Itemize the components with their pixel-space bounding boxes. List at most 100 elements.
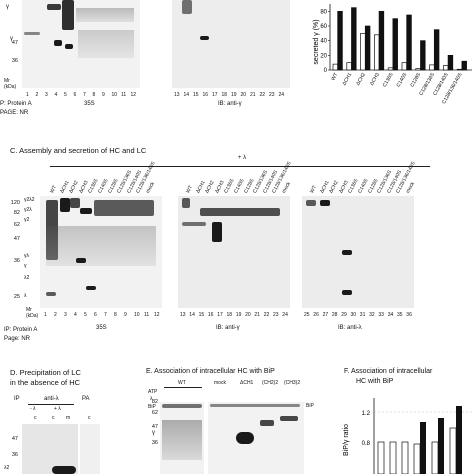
secreted-gamma-bar-chart: 0 20 40 60 80 WT ΔCH1 ΔCH2 ΔCH3 C136S C140S C128SC…	[313, 4, 472, 105]
lane-number: 32	[369, 312, 375, 318]
panel-f-bar	[420, 422, 426, 474]
bar	[415, 68, 421, 71]
lane-number: 23	[269, 92, 275, 98]
panel-c-s35-gel	[40, 196, 162, 308]
lane-number: 9	[102, 92, 105, 98]
lane-number: 33	[378, 312, 384, 318]
top-mw-36: 36	[11, 58, 18, 64]
lane-number: 7	[104, 312, 107, 318]
panel-d-pa-gel	[80, 424, 100, 474]
top-page-label: PAGE: NR	[0, 110, 29, 116]
panel-e-gel-1	[160, 402, 204, 474]
lane-number: 18	[226, 312, 233, 318]
panel-f-ytick: 1.2	[362, 411, 371, 417]
panel-f-ylabel: BiP/γ ratio	[343, 424, 350, 456]
lane-number: 34	[387, 312, 394, 318]
lane-header: mock	[145, 180, 157, 195]
lane-number: 15	[198, 312, 205, 318]
lane-number: 22	[263, 312, 270, 318]
panel-c-ib-gamma-gel	[178, 196, 290, 308]
panel-c-header-line	[50, 166, 430, 167]
lane-number: 27	[322, 312, 329, 318]
top-ib-gel	[172, 0, 290, 88]
lane-number: 6	[94, 312, 97, 318]
top-mw-47: 47	[11, 40, 18, 46]
lane-number: 25	[304, 312, 310, 318]
lane-number: 3	[64, 312, 67, 318]
mw-marker: 120	[10, 200, 20, 206]
species-label: λ	[24, 293, 27, 299]
lane-number: 26	[313, 312, 319, 318]
panel-c-mw-label: Mr (kDa)	[26, 307, 39, 319]
panel-f-bar	[438, 418, 444, 474]
panel-d-gel	[22, 424, 78, 474]
lane-header: mock	[281, 180, 293, 195]
bar-chart-ylabel: secreted γ (%)	[313, 19, 320, 64]
panel-c-lambda-header: + λ	[238, 155, 247, 161]
fraction-label: c	[52, 415, 55, 421]
bar	[406, 14, 412, 71]
panel-e-ch3-label: (CH3)2	[284, 380, 301, 386]
lane-header: WT	[49, 184, 59, 195]
bar-chart-categories: WT ΔCH1 ΔCH2 ΔCH3 C136S C140S C128SC128/136SC1…	[330, 71, 464, 105]
fraction-label: m	[66, 415, 71, 421]
species-label: γλ	[24, 253, 29, 259]
panel-e-ch2-label: (CH2)2	[262, 380, 279, 386]
mw-marker: 36	[13, 258, 20, 264]
lane-number: 16	[202, 92, 209, 98]
panel-d-plus-lambda: + λ	[54, 406, 61, 412]
lane-number: 23	[273, 312, 279, 318]
lane-number: 24	[278, 92, 285, 98]
panel-f-title-2: HC with BiP	[356, 378, 394, 385]
category-label: C136S	[382, 71, 395, 88]
lane-number: 12	[130, 92, 137, 98]
panel-c-s35-label: 35S	[96, 325, 107, 331]
top-s35-gel	[22, 0, 140, 88]
panel-c-ib-gamma-label: IB: anti-γ	[216, 325, 240, 331]
panel-d-ip-label: IP	[14, 396, 20, 402]
panel-d-title-2: in the absence of HC	[10, 378, 81, 387]
panel-e-gamma-label: γ	[152, 430, 155, 436]
lane-number: 16	[207, 312, 214, 318]
fraction-label: c	[88, 415, 91, 421]
bar	[337, 10, 343, 71]
lane-number: 13	[180, 312, 186, 318]
lane-number: 35	[397, 312, 403, 318]
mw-marker: 25	[13, 294, 20, 300]
bar	[346, 62, 352, 71]
panel-c-title: C. Assembly and secretion of HC and LC	[10, 146, 147, 155]
lane-number: 11	[121, 92, 127, 98]
panel-e-atp-label: ATP	[148, 389, 158, 395]
panel-c-ib-lambda-label: IB: anti-λ	[338, 325, 362, 331]
species-label: γ2λ2	[24, 197, 35, 203]
panel-f-bar	[401, 441, 409, 474]
y-tick-label: 80	[320, 9, 327, 15]
lane-number: 15	[193, 92, 199, 98]
mw-marker: 62	[13, 222, 20, 228]
panel-d-mw-47: 47	[11, 436, 18, 442]
panel-f-bar	[449, 427, 457, 474]
panel-f-bar	[413, 443, 421, 474]
lane-header: WT	[185, 184, 195, 195]
lane-number: 20	[240, 92, 247, 98]
species-label: γ	[24, 263, 27, 269]
panel-e-mw-62: 62	[151, 410, 158, 416]
bar	[332, 63, 339, 71]
bar	[387, 67, 394, 71]
panel-f-bar	[377, 441, 385, 474]
top-mw-label: Mr (kDa)	[4, 78, 17, 90]
panel-f-bar-chart: 1.2 0.8 BiP/γ ratio	[343, 398, 472, 474]
lane-number: 3	[45, 92, 48, 98]
panel-d-line	[28, 404, 74, 405]
bar	[378, 10, 385, 71]
bar-chart-ticks: 0 20 40 60 80	[320, 9, 330, 74]
lane-number: 22	[259, 92, 266, 98]
lane-number: 12	[154, 312, 160, 318]
y-tick-label: 40	[320, 39, 327, 45]
panel-f-ytick: 0.8	[362, 441, 371, 447]
lane-number: 30	[350, 312, 357, 318]
lane-number: 8	[114, 312, 117, 318]
bar	[461, 60, 467, 71]
lane-number: 1	[44, 312, 47, 318]
top-s35-label: 35S	[84, 101, 95, 107]
